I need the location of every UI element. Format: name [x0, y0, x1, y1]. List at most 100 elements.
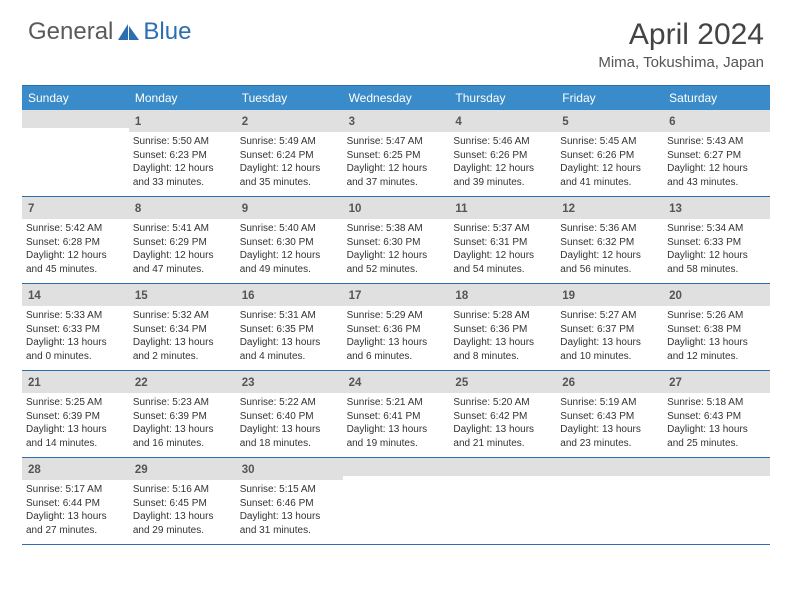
cell-info-line: Sunset: 6:44 PM: [26, 497, 125, 511]
day-number-row: 1: [129, 110, 236, 132]
cell-info-line: Daylight: 12 hours: [453, 162, 552, 176]
cell-info-line: and 39 minutes.: [453, 176, 552, 190]
day-number: 14: [28, 290, 41, 302]
day-number: 27: [669, 377, 682, 389]
cell-info-line: Sunset: 6:30 PM: [240, 236, 339, 250]
cell-info-line: Daylight: 13 hours: [240, 510, 339, 524]
calendar-cell: 4 Sunrise: 5:46 AMSunset: 6:26 PMDaylight…: [449, 110, 556, 196]
week-row: 28Sunrise: 5:17 AMSunset: 6:44 PMDayligh…: [22, 458, 770, 545]
cell-info-line: Sunset: 6:36 PM: [347, 323, 446, 337]
calendar-cell: 17Sunrise: 5:29 AMSunset: 6:36 PMDayligh…: [343, 284, 450, 370]
day-number: 10: [349, 203, 362, 215]
cell-info-line: Daylight: 12 hours: [26, 249, 125, 263]
day-number: 17: [349, 290, 362, 302]
day-number-row: 2: [236, 110, 343, 132]
cell-info-line: Daylight: 13 hours: [26, 336, 125, 350]
week-row: 21Sunrise: 5:25 AMSunset: 6:39 PMDayligh…: [22, 371, 770, 458]
calendar-cell: 22Sunrise: 5:23 AMSunset: 6:39 PMDayligh…: [129, 371, 236, 457]
day-number: 23: [242, 377, 255, 389]
cell-info-line: Daylight: 12 hours: [453, 249, 552, 263]
day-number-row: 4: [449, 110, 556, 132]
month-title: April 2024: [598, 18, 764, 52]
day-number: 8: [135, 203, 141, 215]
day-header-wednesday: Wednesday: [343, 86, 450, 110]
cell-info-line: Sunset: 6:26 PM: [560, 149, 659, 163]
cell-info-line: Sunset: 6:42 PM: [453, 410, 552, 424]
day-number-row: 28: [22, 458, 129, 480]
cell-info-line: and 19 minutes.: [347, 437, 446, 451]
day-number: 26: [562, 377, 575, 389]
cell-info-line: and 52 minutes.: [347, 263, 446, 277]
cell-info-line: and 18 minutes.: [240, 437, 339, 451]
cell-info-line: Daylight: 13 hours: [560, 423, 659, 437]
cell-info-line: Sunrise: 5:26 AM: [667, 309, 766, 323]
cell-info-line: Sunset: 6:33 PM: [667, 236, 766, 250]
cell-info-line: Sunrise: 5:42 AM: [26, 222, 125, 236]
day-header-tuesday: Tuesday: [236, 86, 343, 110]
cell-info-line: Daylight: 13 hours: [26, 510, 125, 524]
calendar-cell: 1Sunrise: 5:50 AMSunset: 6:23 PMDaylight…: [129, 110, 236, 196]
header: General Blue April 2024 Mima, Tokushima,…: [0, 0, 792, 79]
cell-info-line: Sunset: 6:41 PM: [347, 410, 446, 424]
cell-info-line: Daylight: 13 hours: [133, 510, 232, 524]
logo-text-blue: Blue: [143, 18, 191, 46]
cell-info-line: Sunset: 6:38 PM: [667, 323, 766, 337]
day-number-row: 11: [449, 197, 556, 219]
day-number-row: 21: [22, 371, 129, 393]
cell-info-line: and 0 minutes.: [26, 350, 125, 364]
cell-info-line: Sunrise: 5:32 AM: [133, 309, 232, 323]
cell-info-line: Sunrise: 5:16 AM: [133, 483, 232, 497]
cell-info-line: Sunset: 6:32 PM: [560, 236, 659, 250]
cell-info-line: Daylight: 12 hours: [667, 249, 766, 263]
cell-info-line: and 47 minutes.: [133, 263, 232, 277]
day-number-row: 23: [236, 371, 343, 393]
cell-info-line: and 2 minutes.: [133, 350, 232, 364]
cell-info-line: Sunrise: 5:43 AM: [667, 135, 766, 149]
cell-info-line: and 21 minutes.: [453, 437, 552, 451]
cell-info-line: and 12 minutes.: [667, 350, 766, 364]
day-number-row: 30: [236, 458, 343, 480]
day-number-row: 26: [556, 371, 663, 393]
cell-info-line: and 45 minutes.: [26, 263, 125, 277]
cell-info-line: and 8 minutes.: [453, 350, 552, 364]
day-number-row: 9: [236, 197, 343, 219]
day-number-row: 22: [129, 371, 236, 393]
day-number: 12: [562, 203, 575, 215]
cell-info-line: Sunset: 6:35 PM: [240, 323, 339, 337]
day-number: 2: [242, 116, 248, 128]
calendar-cell: 23Sunrise: 5:22 AMSunset: 6:40 PMDayligh…: [236, 371, 343, 457]
calendar-cell: 3Sunrise: 5:47 AMSunset: 6:25 PMDaylight…: [343, 110, 450, 196]
cell-info-line: Daylight: 13 hours: [453, 423, 552, 437]
cell-info-line: and 41 minutes.: [560, 176, 659, 190]
cell-info-line: Sunrise: 5:17 AM: [26, 483, 125, 497]
calendar-cell: 15Sunrise: 5:32 AMSunset: 6:34 PMDayligh…: [129, 284, 236, 370]
cell-info-line: Sunrise: 5:20 AM: [453, 396, 552, 410]
day-number: 1: [135, 116, 141, 128]
day-number-row: 5: [556, 110, 663, 132]
cell-info-line: Daylight: 12 hours: [347, 249, 446, 263]
day-number-row: 10: [343, 197, 450, 219]
calendar-cell: 27Sunrise: 5:18 AMSunset: 6:43 PMDayligh…: [663, 371, 770, 457]
empty-day-row: [449, 458, 556, 476]
day-number: 22: [135, 377, 148, 389]
cell-info-line: Sunset: 6:46 PM: [240, 497, 339, 511]
calendar-cell: [449, 458, 556, 544]
day-number: 21: [28, 377, 41, 389]
cell-info-line: Sunrise: 5:46 AM: [453, 135, 552, 149]
cell-info-line: Sunset: 6:23 PM: [133, 149, 232, 163]
cell-info-line: and 25 minutes.: [667, 437, 766, 451]
weeks-container: 1Sunrise: 5:50 AMSunset: 6:23 PMDaylight…: [22, 110, 770, 545]
cell-info-line: Daylight: 12 hours: [133, 162, 232, 176]
day-number: 5: [562, 116, 568, 128]
cell-info-line: Daylight: 13 hours: [133, 336, 232, 350]
cell-info-line: Sunset: 6:26 PM: [453, 149, 552, 163]
day-number-row: 24: [343, 371, 450, 393]
cell-info-line: Sunrise: 5:25 AM: [26, 396, 125, 410]
day-number: 25: [455, 377, 468, 389]
cell-info-line: Daylight: 12 hours: [667, 162, 766, 176]
cell-info-line: and 14 minutes.: [26, 437, 125, 451]
title-block: April 2024 Mima, Tokushima, Japan: [598, 18, 764, 71]
day-number: 29: [135, 464, 148, 476]
cell-info-line: Sunrise: 5:45 AM: [560, 135, 659, 149]
calendar-cell: [343, 458, 450, 544]
